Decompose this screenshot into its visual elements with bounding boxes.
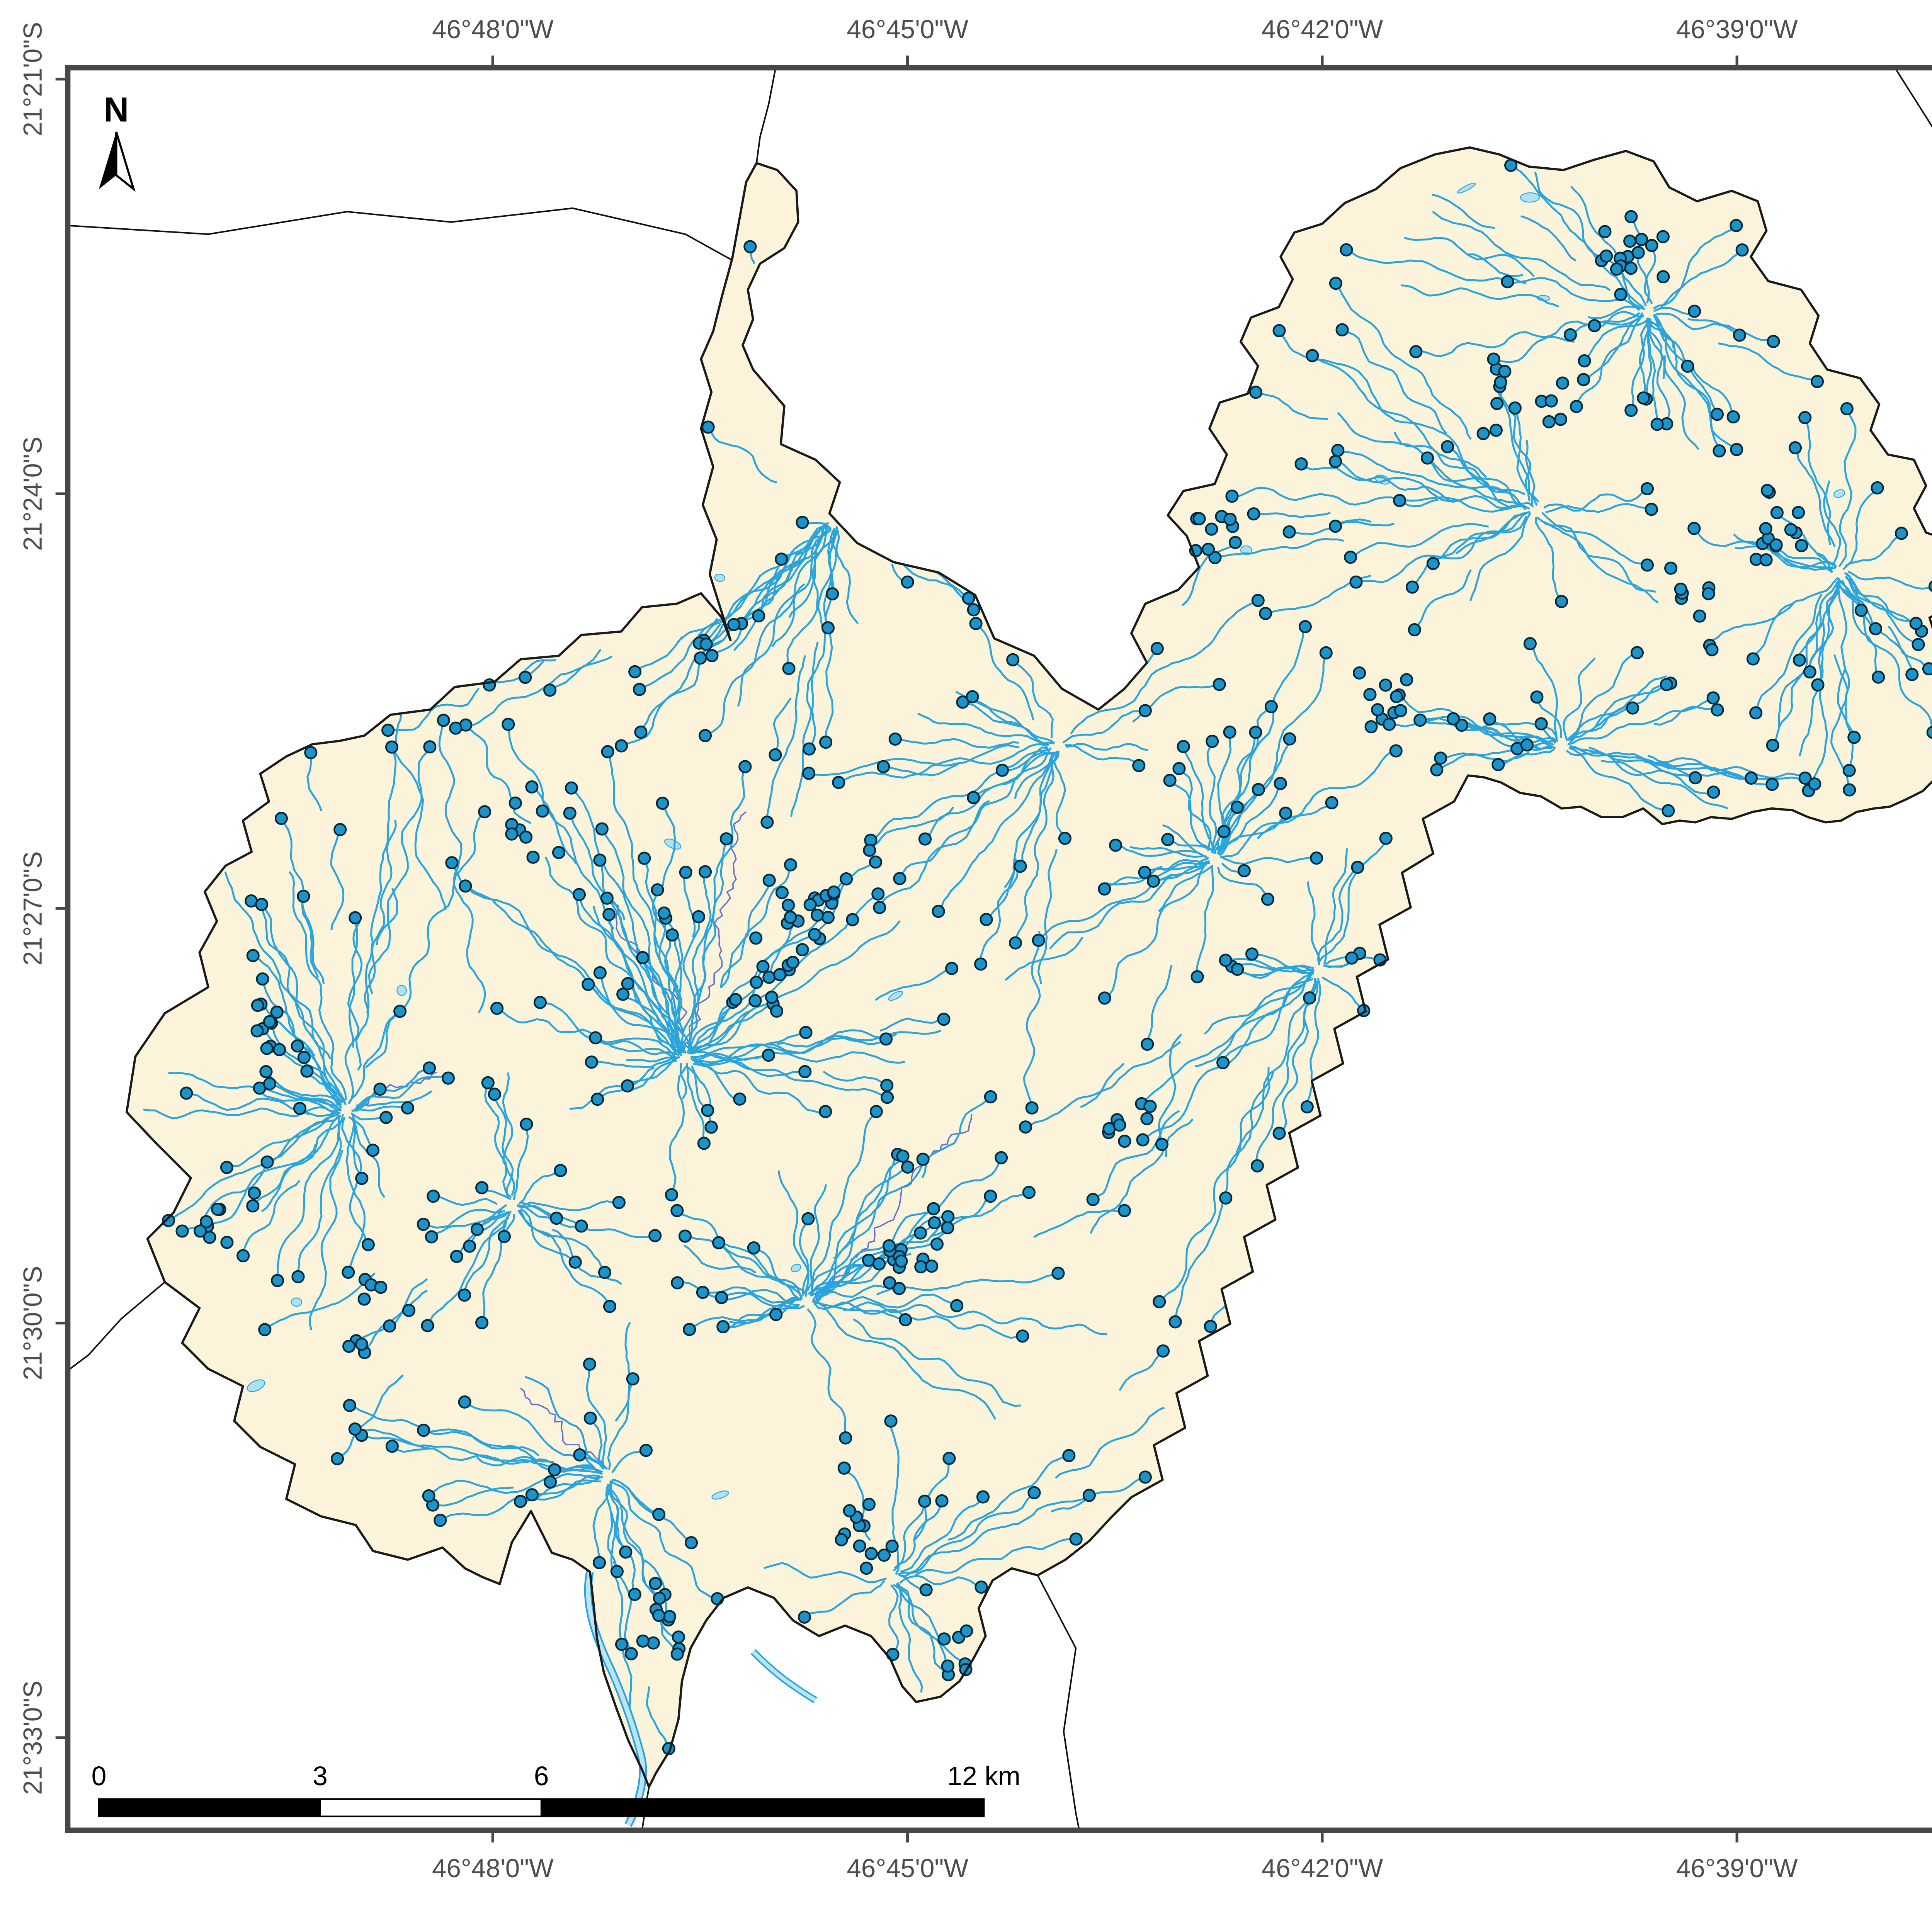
- scale-label: 6: [534, 1761, 549, 1791]
- latitude-label: 21°21'0"S: [19, 22, 48, 136]
- municipality-area: [126, 147, 1932, 1787]
- longitude-label: 46°42'0"W: [1262, 1854, 1383, 1883]
- nascentes-layer: [162, 158, 1932, 1756]
- latitude-label: 21°30'0"S: [19, 1266, 48, 1380]
- longitude-label: 46°45'0"W: [847, 1854, 968, 1883]
- north-label: N: [104, 90, 129, 129]
- longitude-label: 46°48'0"W: [432, 15, 554, 44]
- longitude-label: 46°39'0"W: [1676, 15, 1798, 44]
- municipality-boundary: [125, 146, 1932, 1788]
- longitude-label: 46°45'0"W: [847, 15, 968, 44]
- scale-bar: 0 3 6 12 km: [92, 1761, 1020, 1818]
- latitude-label: 21°24'0"S: [19, 437, 48, 551]
- north-arrow-icon: N: [99, 90, 136, 192]
- scale-label: 3: [313, 1761, 328, 1791]
- longitude-label: 46°42'0"W: [1262, 15, 1383, 44]
- map-frame: [65, 65, 1932, 1833]
- graticule-labels: 46°48'0"W 46°48'0"W 46°45'0"W 46°45'0"W 46°4…: [19, 15, 1798, 1883]
- latitude-label: 21°33'0"S: [19, 1681, 48, 1795]
- scale-label: 0: [92, 1761, 107, 1791]
- scale-label-end: 12 km: [947, 1761, 1020, 1791]
- latitude-label: 21°27'0"S: [19, 851, 48, 965]
- longitude-label: 46°48'0"W: [432, 1854, 554, 1883]
- water-bodies: [247, 182, 1845, 1500]
- wide-river: [584, 1571, 818, 1827]
- longitude-label: 46°39'0"W: [1676, 1854, 1798, 1883]
